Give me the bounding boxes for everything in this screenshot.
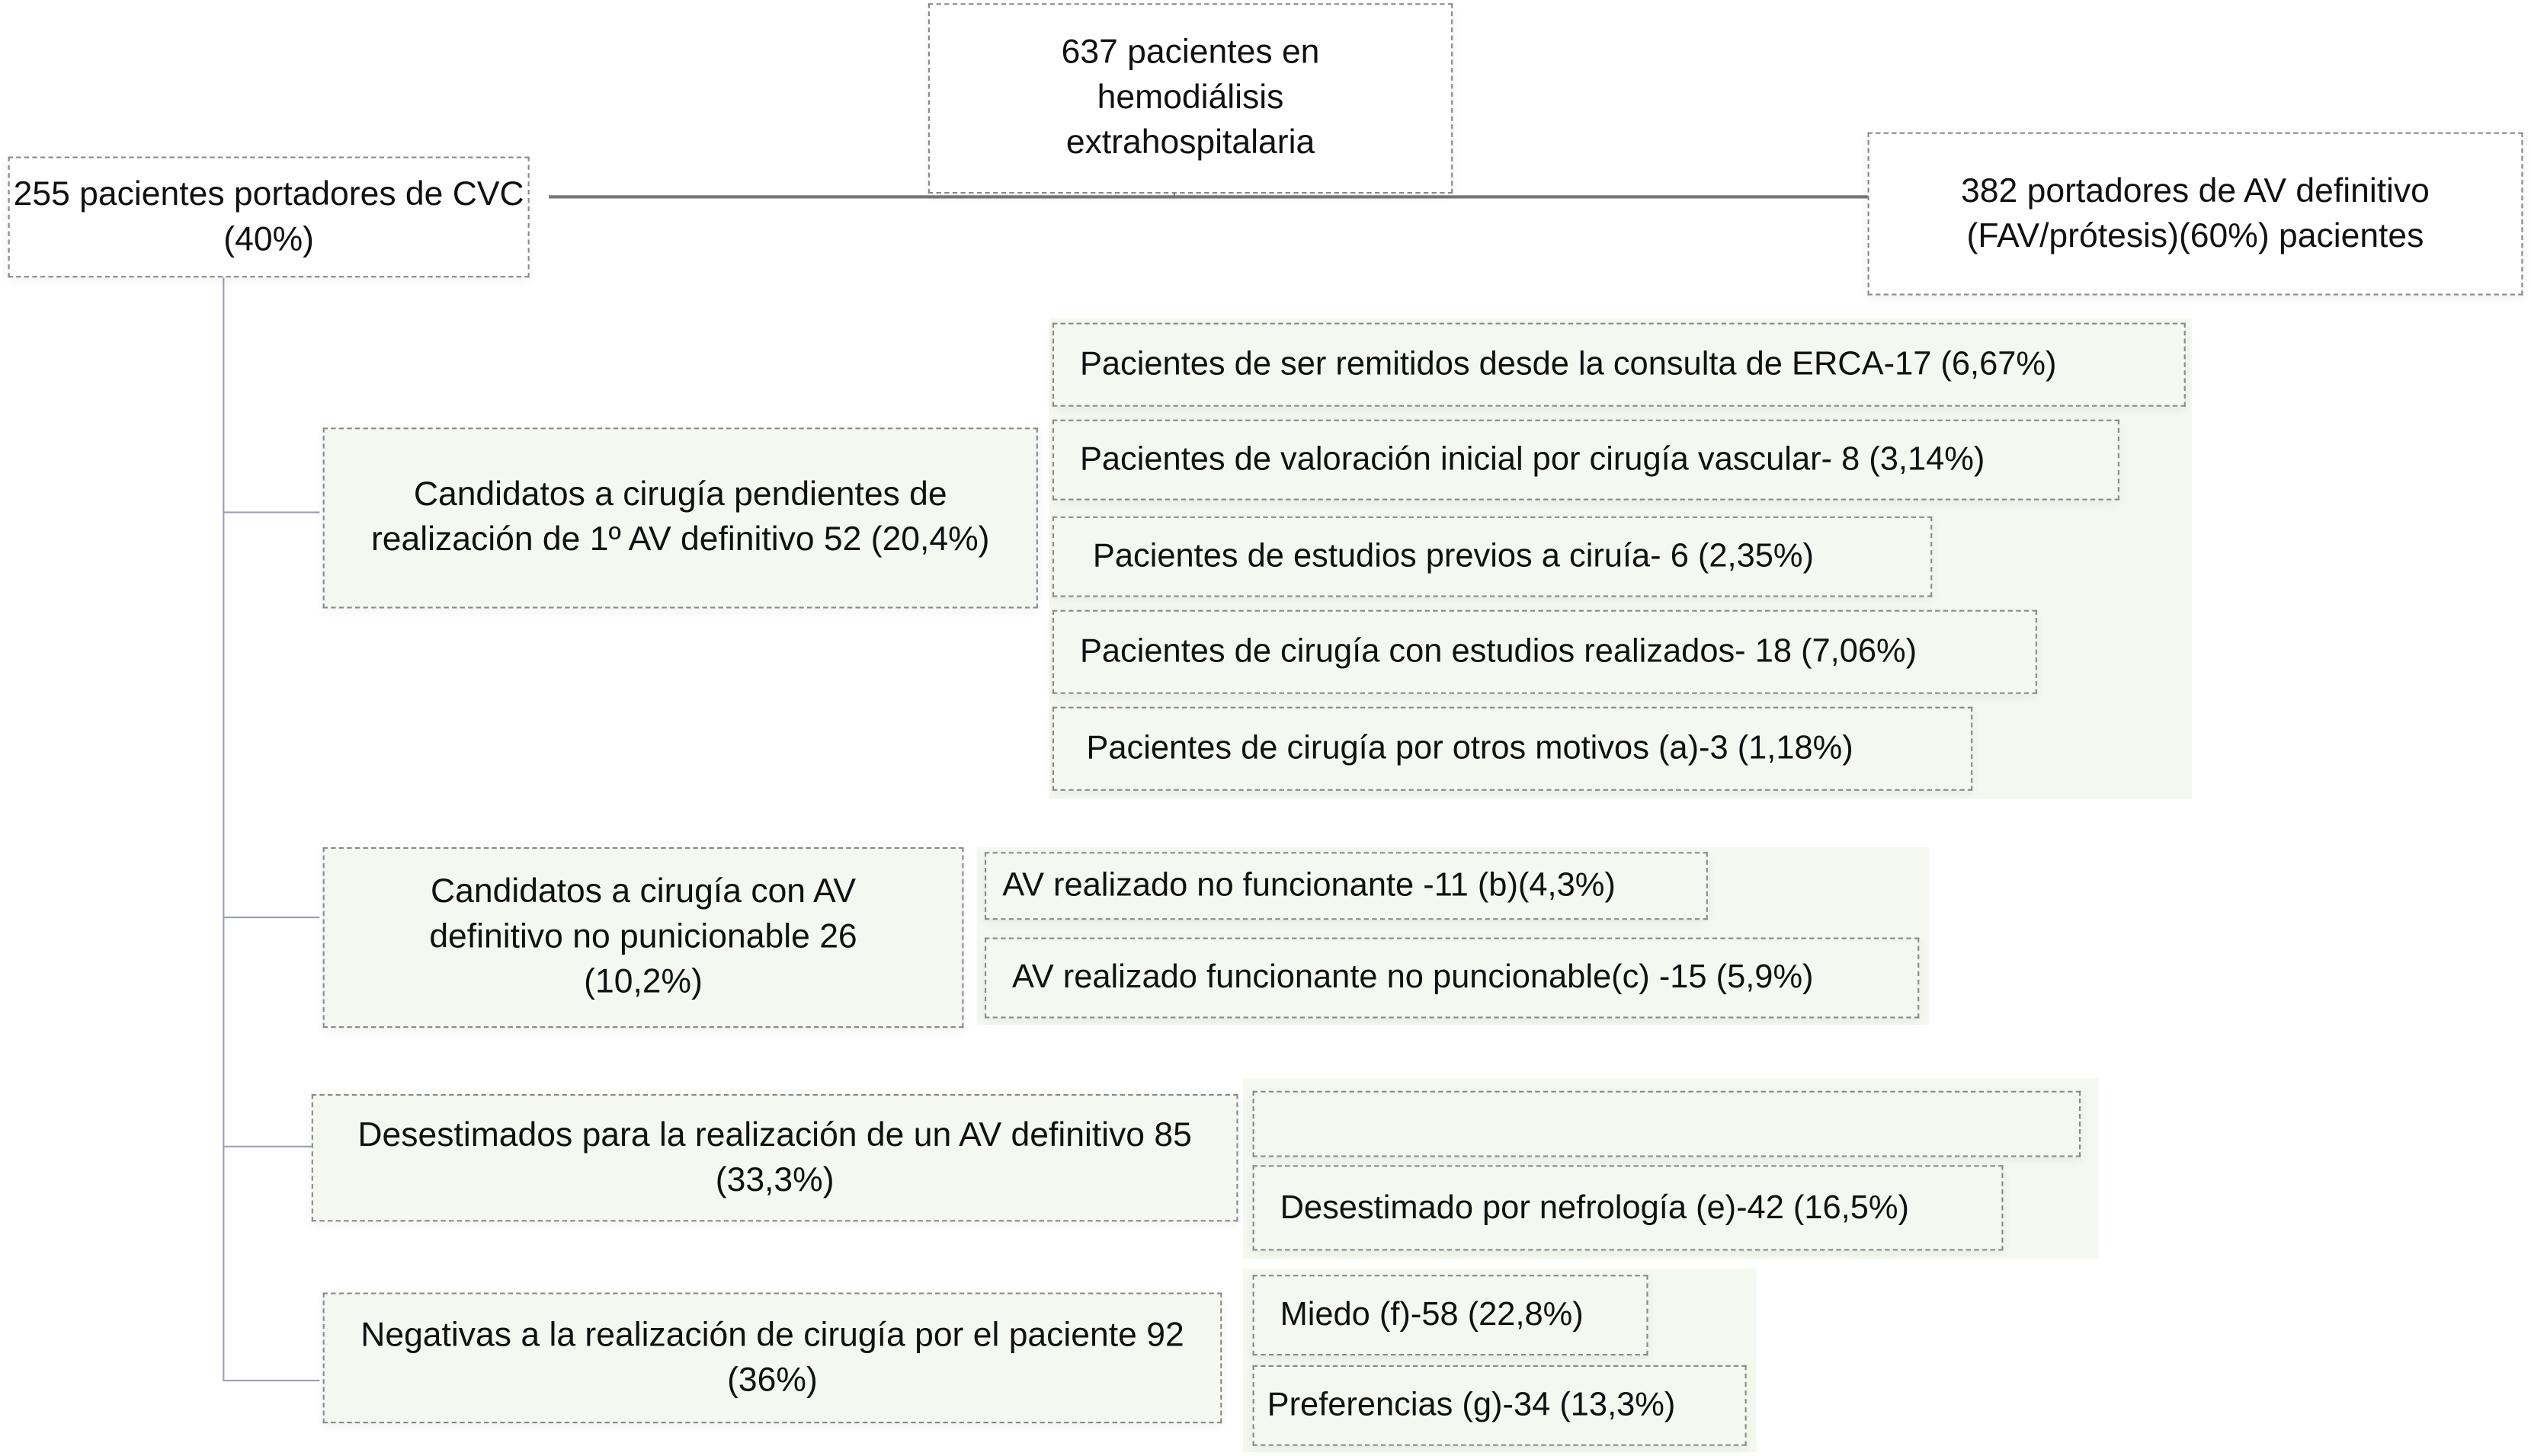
- group-2-box: Candidatos a cirugía con AV definitivo n…: [322, 846, 964, 1029]
- group-1-item: Pacientes de estudios previos a ciruía- …: [1052, 516, 1933, 597]
- connector-branch-4: [223, 1379, 320, 1382]
- item-label: Preferencias (g)-34 (13,3%): [1267, 1386, 1676, 1424]
- group-1-item: Pacientes de ser remitidos desde la cons…: [1052, 322, 2186, 407]
- item-label: Pacientes de cirugía por otros motivos (…: [1086, 729, 1853, 767]
- item-label: Pacientes de ser remitidos desde la cons…: [1079, 345, 2057, 382]
- connector-branch-2: [223, 917, 320, 919]
- cvc-label: 255 pacientes portadores de CVC (40%): [13, 174, 524, 258]
- group-3-box: Desestimados para la realización de un A…: [311, 1094, 1238, 1222]
- group-2-item: AV realizado no funcionante -11 (b)(4,3%…: [984, 852, 1708, 920]
- group-4-item: Preferencias (g)-34 (13,3%): [1252, 1365, 1747, 1446]
- connector-trunk: [223, 277, 226, 1380]
- group-2-item: AV realizado funcionante no puncionable(…: [984, 937, 1920, 1019]
- item-label: Desestimado por nefrología (e)-42 (16,5%…: [1280, 1188, 1909, 1226]
- item-label: Pacientes de valoración inicial por ciru…: [1079, 440, 1985, 478]
- group-3-label: Desestimados para la realización de un A…: [357, 1115, 1192, 1198]
- item-label: Pacientes de estudios previos a ciruía- …: [1092, 537, 1814, 575]
- group-1-item: Pacientes de valoración inicial por ciru…: [1052, 419, 2119, 501]
- group-1-box: Candidatos a cirugía pendientes de reali…: [322, 427, 1038, 609]
- av-definitivo-box: 382 portadores de AV definitivo (FAV/pró…: [1867, 132, 2523, 296]
- item-label: AV realizado funcionante no puncionable(…: [1011, 958, 1814, 996]
- group-3-item: Desestimado por nefrología (e)-42 (16,5%…: [1252, 1165, 2004, 1251]
- group-4-label: Negativas a la realización de cirugía po…: [360, 1316, 1184, 1399]
- connector-branch-1: [223, 511, 320, 514]
- av-definitivo-label: 382 portadores de AV definitivo (FAV/pró…: [1961, 171, 2430, 254]
- item-label: AV realizado no funcionante -11 (b)(4,3%…: [1002, 866, 1616, 904]
- group-4-item: Miedo (f)-58 (22,8%): [1252, 1275, 1648, 1356]
- group-4-box: Negativas a la realización de cirugía po…: [322, 1292, 1222, 1424]
- cvc-box: 255 pacientes portadores de CVC (40%): [8, 156, 530, 278]
- group-1-item: Pacientes de cirugía por otros motivos (…: [1052, 706, 1973, 791]
- root-label: 637 pacientes en hemodiálisis extrahospi…: [1061, 34, 1320, 162]
- group-2-label: Candidatos a cirugía con AV definitivo n…: [429, 872, 857, 1001]
- item-label: Miedo (f)-58 (22,8%): [1280, 1295, 1584, 1333]
- group-3-item-empty: [1252, 1090, 2081, 1157]
- connector-branch-3: [223, 1145, 312, 1148]
- item-label: Pacientes de cirugía con estudios realiz…: [1079, 632, 1917, 670]
- group-1-label: Candidatos a cirugía pendientes de reali…: [370, 475, 990, 558]
- root-box: 637 pacientes en hemodiálisis extrahospi…: [927, 3, 1453, 194]
- group-1-item: Pacientes de cirugía con estudios realiz…: [1052, 610, 2037, 694]
- connector-top: [549, 195, 1868, 199]
